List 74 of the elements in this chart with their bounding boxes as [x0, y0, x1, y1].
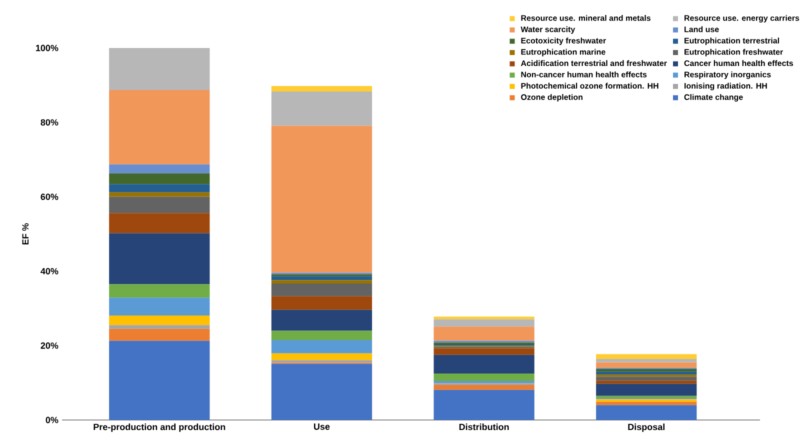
- bar: [596, 369, 697, 372]
- bar: [596, 399, 697, 402]
- bar: [434, 374, 534, 381]
- bar: [271, 330, 372, 340]
- y-tick-label: 100%: [36, 44, 58, 52]
- legend-label: Climate change: [684, 94, 743, 102]
- bar: [596, 380, 697, 384]
- bar: [434, 316, 534, 320]
- bar: [109, 173, 210, 184]
- bar: [596, 354, 697, 359]
- legend-label: Eutrophication freshwater: [684, 48, 783, 56]
- bar: [434, 326, 534, 341]
- legend-label: Eutrophication terrestrial: [684, 38, 780, 46]
- legend-label: Ecotoxicity freshwater: [521, 38, 606, 46]
- bar: [271, 86, 372, 92]
- y-axis-title: EF %: [22, 223, 29, 244]
- x-tick-label: Disposal: [628, 424, 664, 432]
- bar: [271, 364, 372, 420]
- bar: [271, 296, 372, 310]
- legend-label: Cancer human health effects: [684, 60, 794, 66]
- bar: [434, 380, 534, 384]
- legend-label: Ionising radiation. HH: [684, 82, 767, 90]
- bar: [271, 126, 372, 273]
- bar: [109, 315, 210, 326]
- bar: [271, 92, 372, 126]
- legend-label: Land use: [684, 26, 719, 32]
- bar: [109, 325, 210, 329]
- legend-label: Acidification terrestrial and freshwater: [520, 60, 667, 66]
- y-tick-label: 80%: [40, 119, 58, 126]
- legend-label: Resource use. energy carriers: [684, 14, 800, 22]
- bar: [434, 385, 534, 390]
- legend-label: Ozone depletion: [521, 94, 582, 102]
- bar: [109, 298, 210, 316]
- legend-label: Resource use. mineral and metals: [521, 14, 651, 21]
- bar: [271, 283, 372, 296]
- y-tick-label: 20%: [40, 342, 58, 349]
- bar: [596, 376, 697, 381]
- legend-label: Non-cancer human health effects: [521, 71, 647, 78]
- bar: [596, 362, 697, 368]
- bar: [109, 284, 210, 298]
- bar: [109, 196, 210, 214]
- bar: [109, 48, 210, 90]
- y-tick-label: 60%: [40, 194, 58, 200]
- bar: [109, 184, 210, 192]
- bar: [434, 390, 534, 420]
- bar: [271, 340, 372, 354]
- bar: [109, 340, 210, 420]
- bar: [596, 372, 697, 375]
- bar: [271, 353, 372, 360]
- bar: [109, 164, 210, 174]
- y-tick-label: 40%: [40, 268, 58, 274]
- bar: [109, 192, 210, 197]
- bar: [434, 354, 534, 374]
- bar: [109, 213, 210, 234]
- legend-label: Water scarcity: [520, 26, 576, 34]
- legend-label: Photochemical ozone formation. HH: [521, 82, 658, 89]
- bar: [434, 319, 534, 327]
- bar: [109, 90, 210, 164]
- bar: [271, 280, 372, 284]
- x-tick-label: Distribution: [459, 424, 509, 430]
- bar: [109, 233, 210, 284]
- bar: [434, 348, 534, 355]
- x-tick-label: Pre-production and production: [94, 424, 226, 432]
- x-tick-label: Use: [314, 424, 330, 430]
- bar: [596, 384, 697, 396]
- legend-label: Respiratory inorganics: [684, 71, 771, 79]
- bar: [109, 328, 210, 341]
- bar: [271, 360, 372, 363]
- bar: [271, 276, 372, 280]
- bar: [596, 358, 697, 362]
- bar: [596, 405, 697, 420]
- legend-label: Eutrophication marine: [521, 48, 606, 56]
- bar: [271, 310, 372, 331]
- y-tick-label: 0%: [46, 416, 58, 424]
